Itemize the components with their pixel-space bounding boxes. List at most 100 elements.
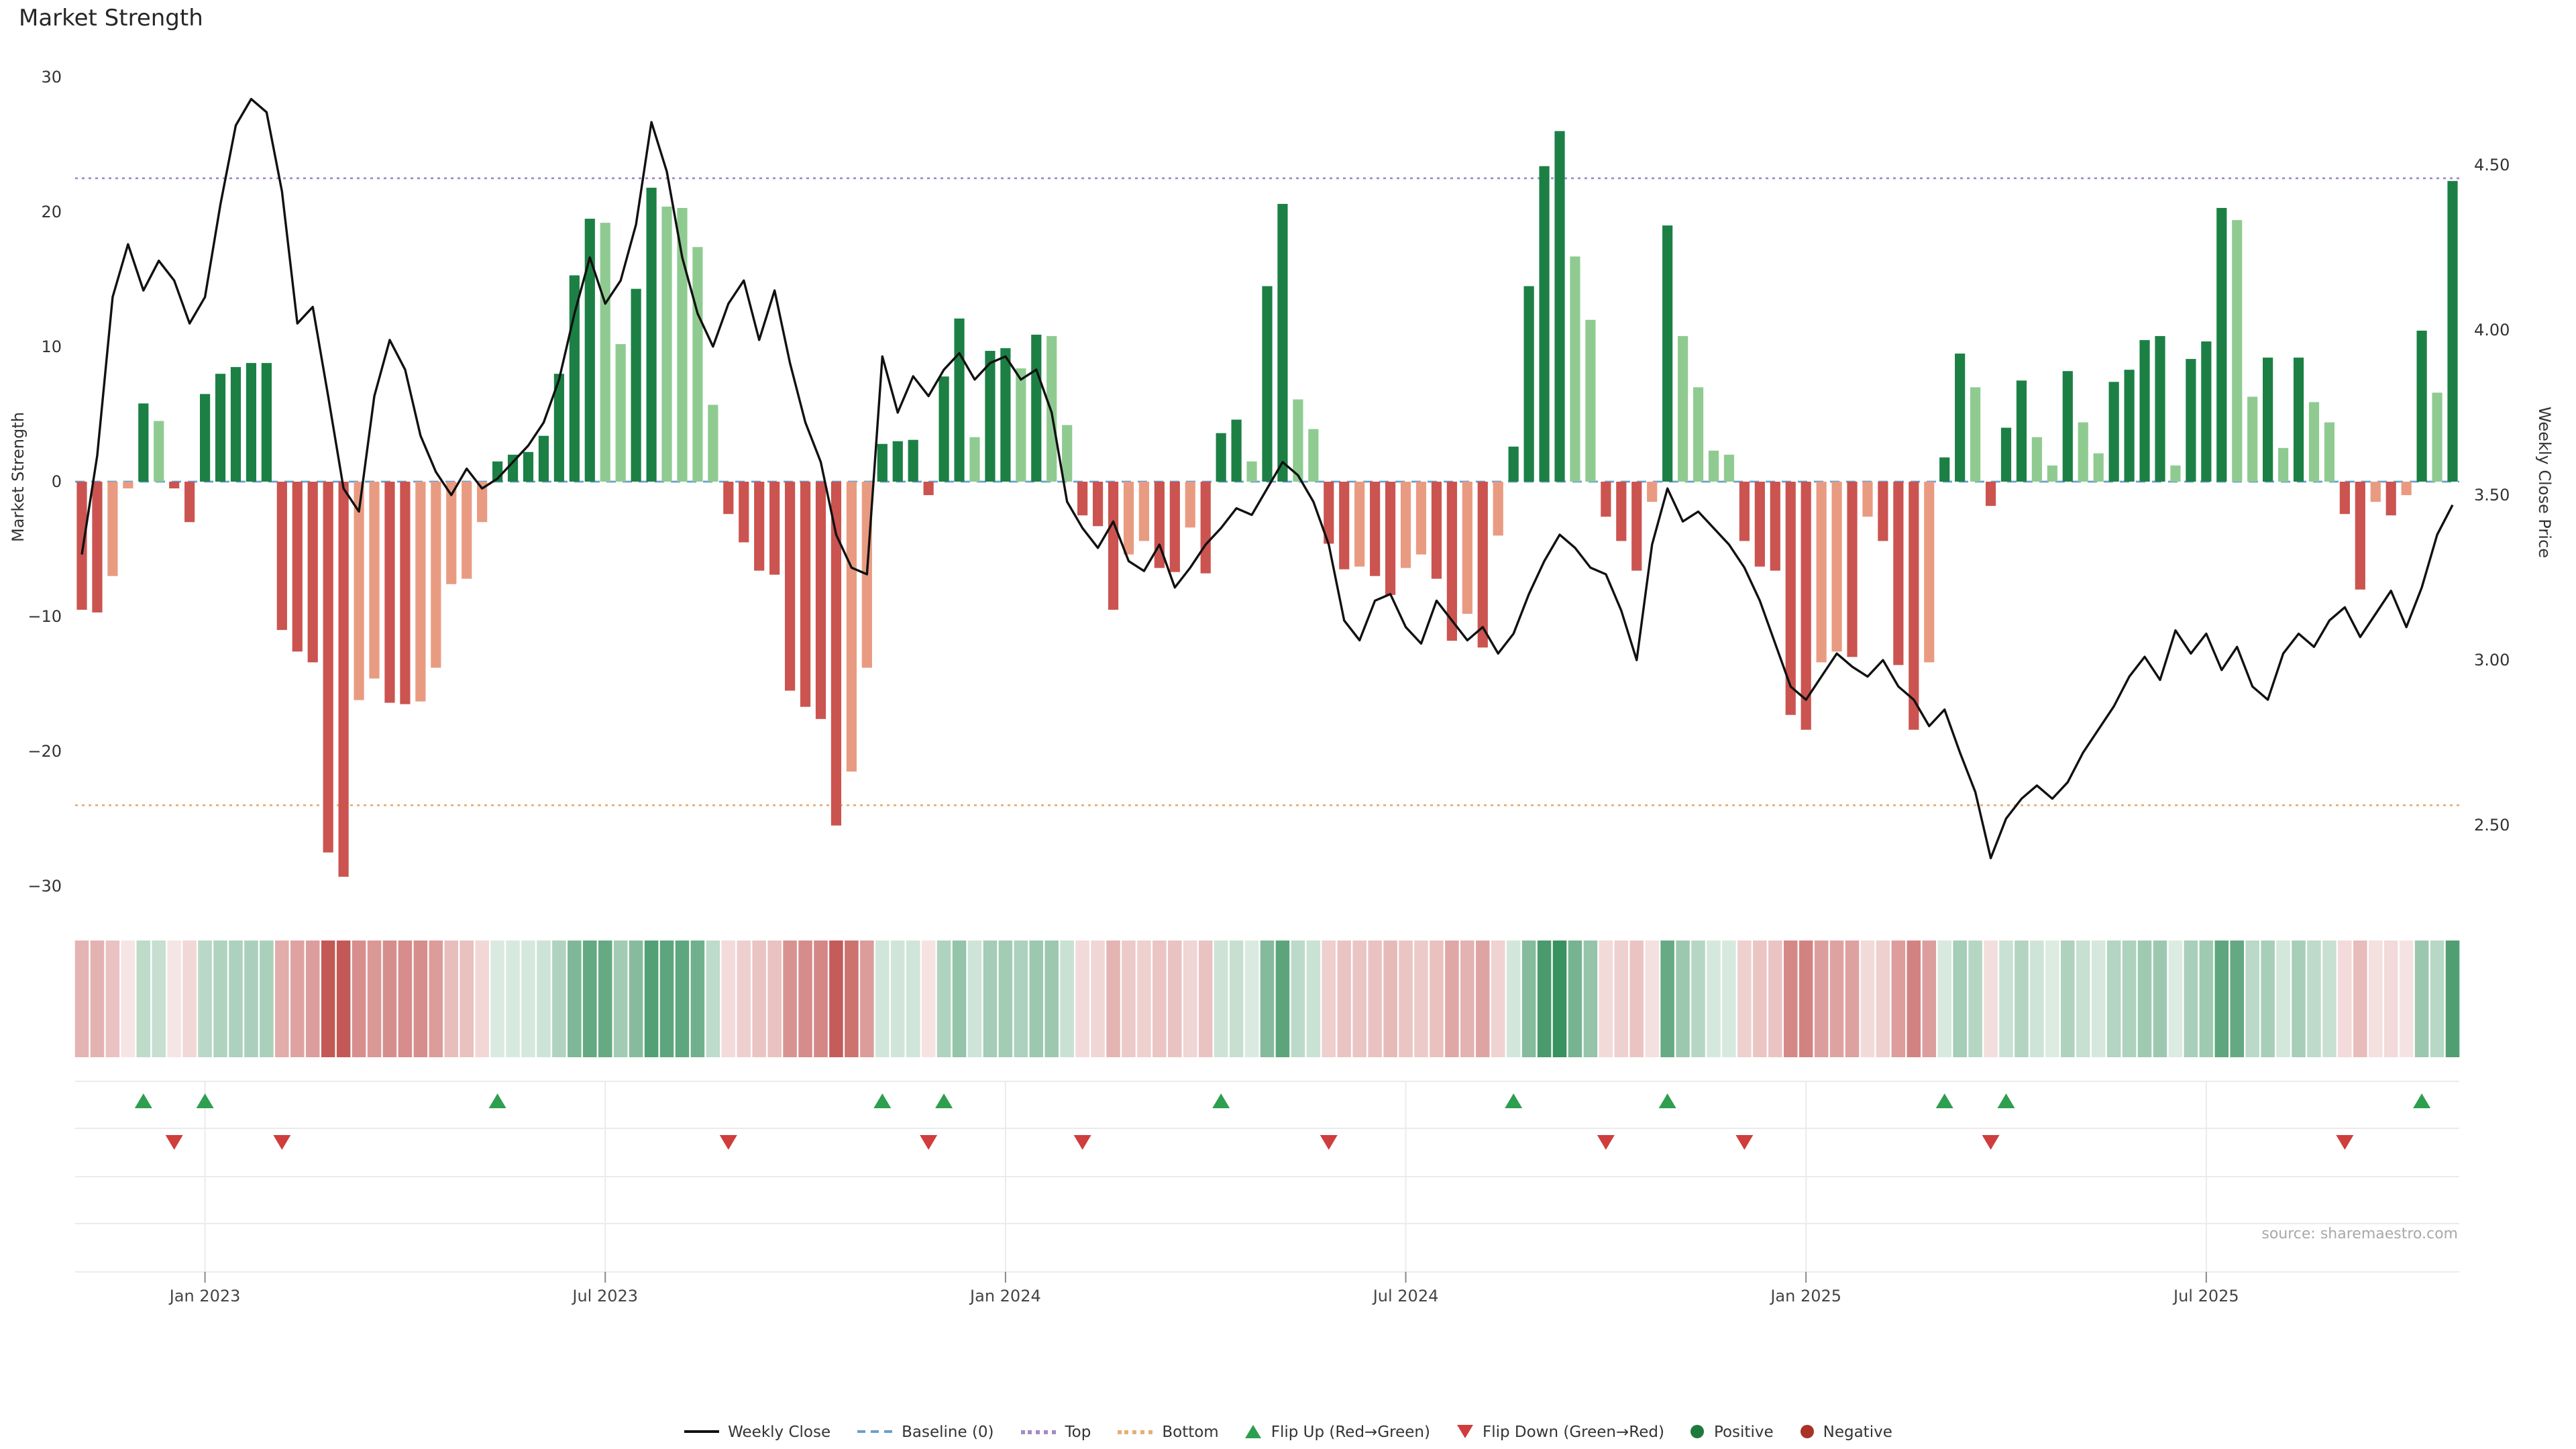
flip-down-icon	[719, 1135, 737, 1150]
heatmap-cell	[1322, 941, 1336, 1057]
strength-bar	[1477, 482, 1488, 648]
heatmap-cell	[521, 941, 535, 1057]
heatmap-cell	[921, 941, 936, 1057]
heatmap-cell	[1891, 941, 1906, 1057]
flip-up-icon	[2413, 1093, 2431, 1108]
strength-bar	[938, 376, 949, 482]
strength-bar	[2416, 330, 2427, 482]
weekly-close-line	[80, 97, 2454, 859]
heatmap-cell	[1984, 941, 1998, 1057]
heatmap-cell	[1044, 941, 1059, 1057]
strength-bar	[1415, 482, 1427, 555]
heatmap-cell	[2015, 941, 2029, 1057]
heatmap-cell	[1537, 941, 1552, 1057]
strength-bar	[615, 343, 626, 482]
heatmap-cell	[659, 941, 674, 1057]
dotted-line-icon	[1118, 1430, 1153, 1434]
strength-bar	[846, 482, 857, 772]
heatmap-cell	[1491, 941, 1505, 1057]
strength-bar	[754, 482, 765, 571]
strength-bar	[1108, 482, 1119, 610]
heatmap-cell	[2414, 941, 2429, 1057]
strength-bar	[1693, 387, 1704, 482]
heatmap-cell	[2106, 941, 2121, 1057]
heatmap-cell	[1352, 941, 1366, 1057]
legend-item-2: Top	[1020, 1422, 1091, 1441]
strength-bar	[123, 482, 133, 489]
strength-bar	[892, 441, 903, 482]
legend-label: Weekly Close	[728, 1422, 831, 1441]
heatmap-cell	[936, 941, 951, 1057]
flip-up-icon	[196, 1093, 214, 1108]
strength-bar	[276, 482, 287, 631]
flip-down-icon	[920, 1135, 938, 1150]
flip-up-icon	[1212, 1093, 1230, 1108]
strength-bar	[1631, 482, 1642, 571]
strength-bar	[815, 482, 826, 719]
strength-bar	[1216, 433, 1226, 482]
left-axis-tick-label: 10	[41, 337, 62, 356]
left-axis-tick-label: −20	[28, 742, 62, 761]
flip-down-icon	[1320, 1135, 1338, 1150]
strength-bar	[2308, 402, 2320, 482]
right-axis-tick-label: 3.00	[2474, 651, 2510, 669]
line-icon	[684, 1430, 719, 1433]
strength-bar	[2031, 437, 2043, 482]
strength-bar	[2447, 180, 2458, 482]
strength-bar	[1554, 131, 1565, 482]
strength-bar	[446, 482, 457, 584]
strength-bar	[369, 482, 380, 679]
strength-bar	[415, 482, 426, 702]
legend-label: Negative	[1823, 1422, 1892, 1441]
heatmap-cell	[1291, 941, 1305, 1057]
heatmap-cell	[475, 941, 489, 1057]
strength-bar	[1185, 482, 1195, 528]
heatmap-cell	[2353, 941, 2367, 1057]
strength-bar	[1616, 482, 1627, 541]
strength-bar	[2078, 422, 2088, 482]
strength-bar	[323, 482, 333, 853]
strength-bar	[1169, 482, 1180, 572]
heatmap-cell	[321, 941, 335, 1057]
strength-bar	[830, 482, 842, 826]
heatmap-cell	[2153, 941, 2167, 1057]
heatmap-cell	[1337, 941, 1352, 1057]
heatmap-cell	[182, 941, 197, 1057]
heatmap-cell	[305, 941, 320, 1057]
strength-bar	[400, 482, 411, 704]
strength-bar	[1508, 446, 1519, 482]
heatmap-cell	[783, 941, 797, 1057]
heatmap-cell	[1168, 941, 1182, 1057]
legend-item-1: Baseline (0)	[857, 1422, 994, 1441]
heatmap-cell	[2322, 941, 2337, 1057]
heatmap-cell	[598, 941, 612, 1057]
strength-bar	[307, 482, 318, 663]
right-axis-tick-label: 4.00	[2474, 321, 2510, 339]
right-axis-tick-label: 3.50	[2474, 486, 2510, 504]
x-axis-tick-label: Jul 2023	[571, 1287, 638, 1305]
x-axis-tick-label: Jan 2023	[168, 1287, 241, 1305]
strength-heatmap-strip	[74, 941, 2460, 1057]
strength-bar	[76, 482, 87, 610]
strength-bar	[1138, 482, 1150, 541]
heatmap-cell	[1922, 941, 1937, 1057]
heatmap-cell	[690, 941, 705, 1057]
heatmap-cell	[1937, 941, 1951, 1057]
strength-bar	[1462, 482, 1472, 614]
strength-bar	[107, 482, 118, 576]
heatmap-cell	[2368, 941, 2383, 1057]
heatmap-cell	[90, 941, 105, 1057]
strength-bar	[2124, 370, 2135, 482]
heatmap-cell	[1091, 941, 1105, 1057]
strength-bar	[584, 219, 595, 482]
heatmap-cell	[198, 941, 212, 1057]
heatmap-cell	[1614, 941, 1629, 1057]
circle-icon	[1800, 1425, 1814, 1438]
strength-bar	[230, 367, 241, 482]
heatmap-cell	[167, 941, 181, 1057]
strength-bar	[538, 435, 549, 482]
flip-up-icon	[1505, 1093, 1523, 1108]
heatmap-cell	[367, 941, 382, 1057]
heatmap-cell	[613, 941, 628, 1057]
